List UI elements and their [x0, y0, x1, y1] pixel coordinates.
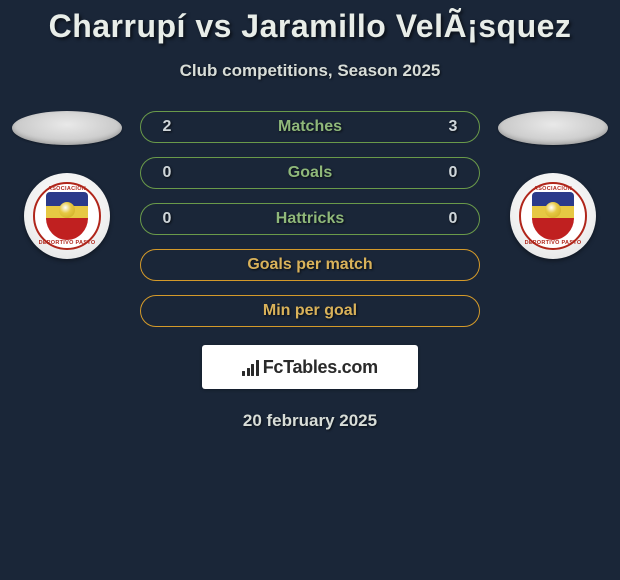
comparison-date: 20 february 2025	[243, 411, 377, 431]
player-avatar-left	[12, 111, 122, 145]
bar-chart-icon	[242, 358, 259, 376]
stats-section: ASOCIACION DEPORTIVO PASTO 2 Matches 3 0 Goa…	[0, 111, 620, 327]
page-title: Charrupí vs Jaramillo VelÃ¡squez	[49, 8, 572, 45]
stat-label: Matches	[278, 118, 342, 136]
club-badge-left: ASOCIACION DEPORTIVO PASTO	[24, 173, 110, 259]
stat-value-right: 0	[445, 210, 461, 228]
page-subtitle: Club competitions, Season 2025	[180, 61, 441, 81]
comparison-card: Charrupí vs Jaramillo VelÃ¡squez Club co…	[0, 0, 620, 580]
club-badge-right: ASOCIACION DEPORTIVO PASTO	[510, 173, 596, 259]
stat-value-left: 0	[159, 164, 175, 182]
left-player-column: ASOCIACION DEPORTIVO PASTO	[12, 111, 122, 259]
stat-rows: 2 Matches 3 0 Goals 0 0 Hattricks 0 Goals per mat…	[140, 111, 480, 327]
stat-value-left: 0	[159, 210, 175, 228]
stat-value-right: 0	[445, 164, 461, 182]
badge-text-bottom: DEPORTIVO PASTO	[525, 240, 582, 246]
source-logo-text: FcTables.com	[263, 357, 378, 378]
badge-text-bottom: DEPORTIVO PASTO	[39, 240, 96, 246]
club-shield-icon	[46, 192, 88, 240]
stat-row: 2 Matches 3	[140, 111, 480, 143]
source-logo: FcTables.com	[202, 345, 418, 389]
stat-value-right: 3	[445, 118, 461, 136]
club-badge-ring: ASOCIACION DEPORTIVO PASTO	[33, 182, 101, 250]
stat-label: Min per goal	[263, 302, 357, 320]
player-avatar-right	[498, 111, 608, 145]
stat-label: Goals	[288, 164, 332, 182]
stat-row: 0 Hattricks 0	[140, 203, 480, 235]
club-badge-ring: ASOCIACION DEPORTIVO PASTO	[519, 182, 587, 250]
stat-row: 0 Goals 0	[140, 157, 480, 189]
stat-value-left: 2	[159, 118, 175, 136]
stat-label: Hattricks	[276, 210, 344, 228]
club-shield-icon	[532, 192, 574, 240]
stat-row: Goals per match	[140, 249, 480, 281]
right-player-column: ASOCIACION DEPORTIVO PASTO	[498, 111, 608, 259]
stat-label: Goals per match	[247, 256, 372, 274]
stat-row: Min per goal	[140, 295, 480, 327]
